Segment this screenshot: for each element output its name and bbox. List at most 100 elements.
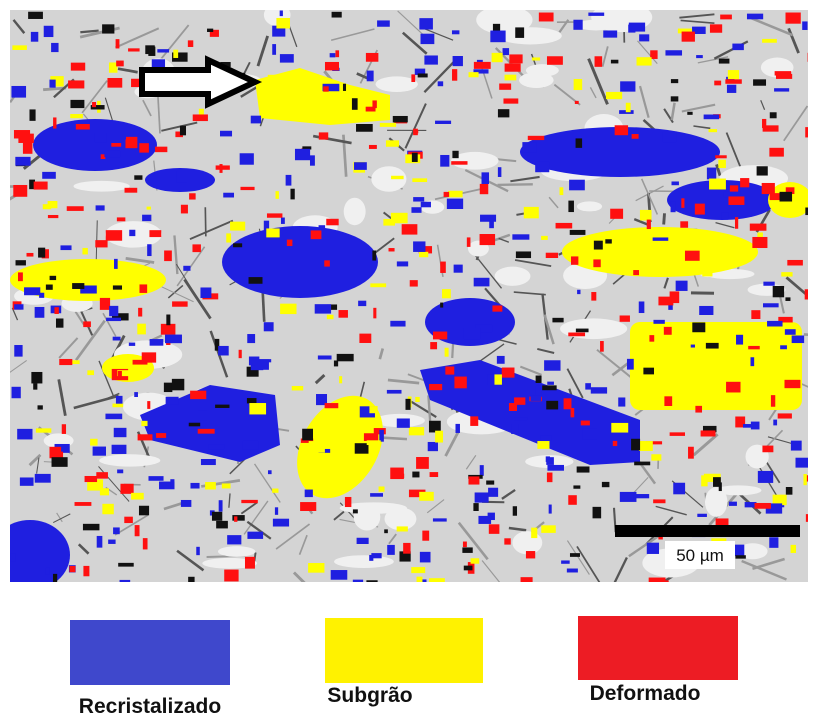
speck [786, 487, 793, 495]
speck [95, 240, 107, 247]
speck [267, 213, 282, 217]
speck [494, 374, 501, 384]
speck [205, 482, 216, 489]
speck [227, 535, 241, 544]
speck [345, 497, 351, 507]
speck [172, 301, 188, 306]
speck [649, 335, 654, 342]
speck [531, 528, 537, 538]
speck [526, 551, 535, 558]
speck [429, 384, 442, 390]
speck [767, 321, 782, 327]
speck [653, 499, 665, 503]
speck [685, 251, 700, 261]
speck [539, 13, 554, 22]
speck [192, 244, 200, 252]
speck [571, 408, 575, 417]
speck [112, 404, 123, 408]
speck [697, 514, 707, 517]
speck [567, 569, 578, 573]
speck [138, 434, 153, 440]
speck [370, 283, 386, 287]
speck [594, 241, 603, 250]
speck [42, 172, 56, 179]
speck [67, 206, 84, 211]
speck [751, 310, 760, 319]
speck [419, 492, 434, 501]
speck [750, 224, 767, 231]
speck [413, 197, 424, 201]
speck [18, 134, 33, 143]
speck [358, 301, 366, 306]
speck [688, 447, 694, 459]
speck [308, 563, 324, 573]
speck [773, 420, 777, 426]
speck [726, 372, 732, 380]
speck [503, 48, 510, 55]
speck [488, 488, 498, 497]
speck [707, 168, 716, 180]
speck [696, 55, 703, 58]
speck [141, 421, 147, 426]
speck [379, 486, 385, 491]
speck [142, 215, 151, 221]
speck [247, 334, 255, 343]
speck [780, 345, 787, 349]
speck [651, 454, 661, 460]
speck [546, 457, 554, 465]
speck [591, 387, 607, 393]
speck [421, 34, 435, 44]
speck [725, 326, 731, 330]
speck [127, 270, 139, 279]
speck [380, 123, 396, 127]
speck [309, 441, 325, 453]
speck [585, 383, 591, 389]
speck [433, 332, 447, 340]
speck [273, 519, 289, 527]
speck [75, 502, 92, 506]
figure: 50 µm Recristalizado Subgrão Deformado [0, 0, 822, 718]
speck [442, 289, 451, 298]
speck [74, 181, 130, 192]
speck [114, 259, 118, 269]
speck [332, 12, 342, 18]
speck [24, 287, 40, 295]
speck [397, 261, 408, 266]
speck [208, 444, 224, 449]
speck [105, 414, 122, 420]
speck [412, 472, 419, 478]
speck [444, 192, 450, 197]
speck [193, 114, 208, 121]
speck [418, 73, 428, 77]
legend-label: Subgrão [327, 684, 412, 707]
speck [452, 69, 457, 81]
speck [570, 230, 586, 235]
speck [747, 14, 763, 20]
speck [778, 413, 792, 418]
speck [611, 60, 618, 64]
speck [445, 366, 454, 374]
speck [639, 34, 649, 41]
speck [576, 329, 589, 333]
speck [366, 53, 378, 62]
speck [268, 75, 283, 79]
speck [429, 578, 445, 589]
speck [682, 32, 695, 42]
speck [28, 12, 43, 19]
speck [632, 134, 639, 139]
speck [323, 86, 328, 91]
speck [705, 487, 727, 517]
speck [201, 459, 216, 465]
speck [453, 56, 463, 66]
speck [172, 379, 184, 390]
speck [52, 457, 68, 467]
speck [125, 188, 138, 193]
speck [133, 360, 148, 365]
grain [33, 119, 157, 171]
speck [499, 83, 511, 89]
speck [681, 198, 684, 208]
speck [319, 225, 326, 230]
speck [387, 390, 402, 394]
speck [189, 423, 200, 427]
speck [699, 387, 702, 391]
